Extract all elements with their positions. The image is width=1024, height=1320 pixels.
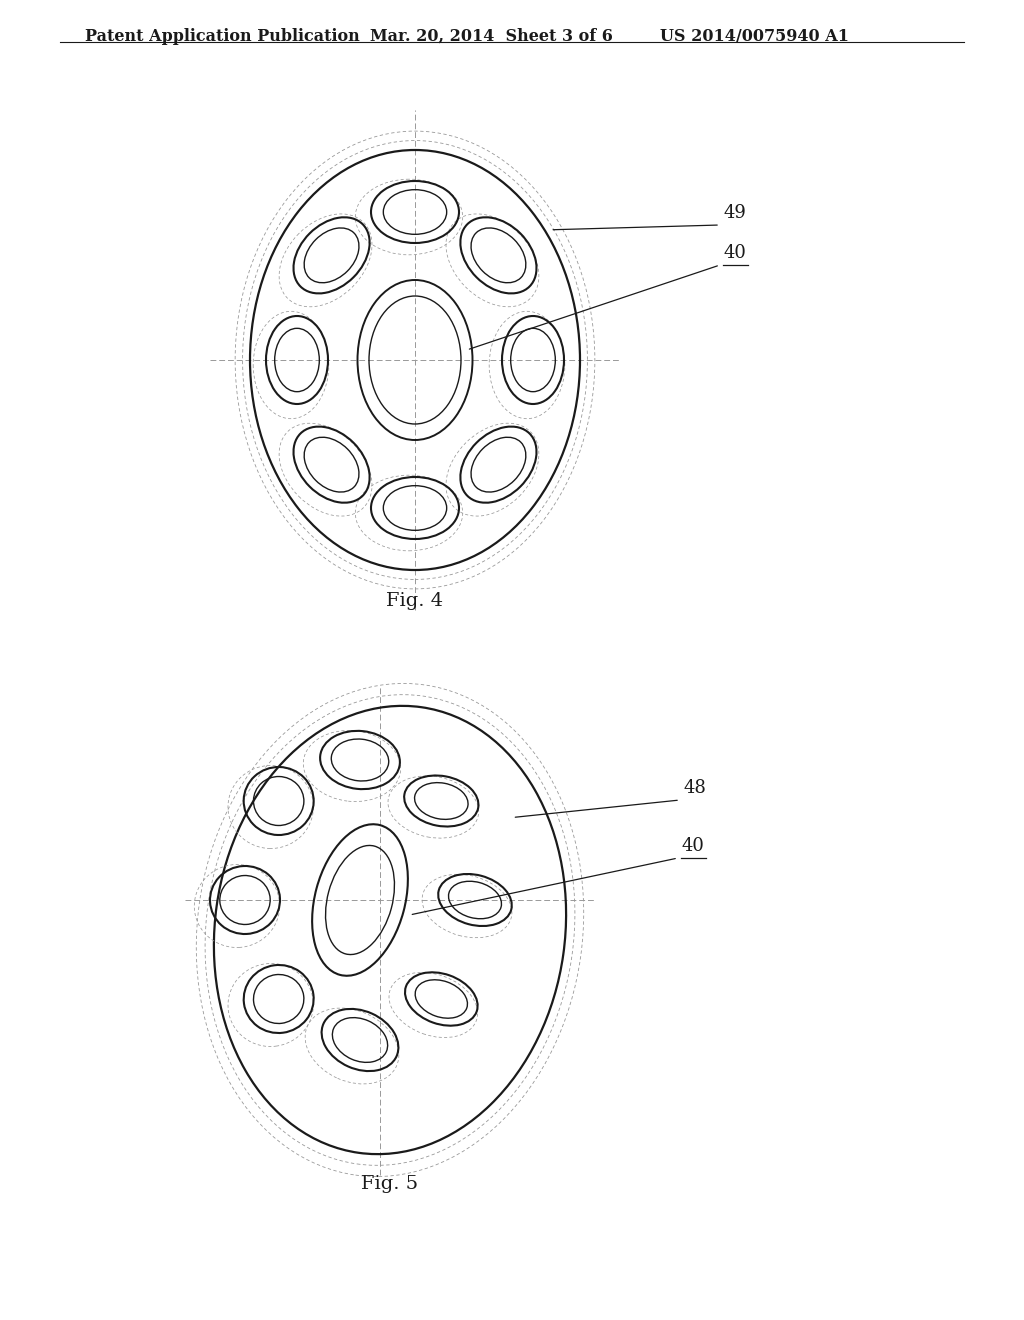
Text: 48: 48 — [683, 779, 706, 797]
Text: Patent Application Publication: Patent Application Publication — [85, 28, 359, 45]
Text: Fig. 4: Fig. 4 — [386, 591, 443, 610]
Text: 40: 40 — [723, 244, 745, 261]
Text: Mar. 20, 2014  Sheet 3 of 6: Mar. 20, 2014 Sheet 3 of 6 — [370, 28, 613, 45]
Text: Fig. 5: Fig. 5 — [361, 1175, 419, 1193]
Text: US 2014/0075940 A1: US 2014/0075940 A1 — [660, 28, 849, 45]
Text: 40: 40 — [681, 837, 703, 855]
Text: 49: 49 — [723, 205, 745, 222]
